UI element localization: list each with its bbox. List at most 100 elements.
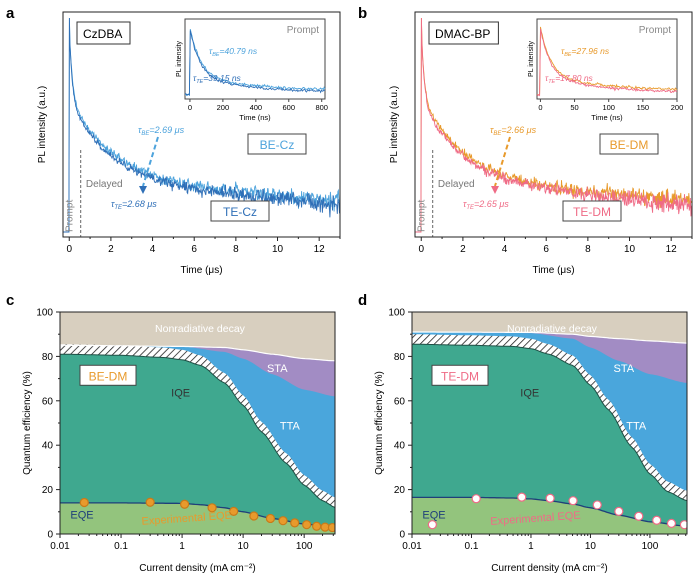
device-label: BE-DM: [89, 369, 128, 383]
y-axis-label: Quantum efficiency (%): [374, 371, 385, 475]
inset-prompt-label: Prompt: [287, 25, 319, 36]
y-tick-label: 100: [388, 308, 405, 319]
x-tick-label: 10: [585, 541, 597, 552]
title-box-text: CzDBA: [83, 27, 122, 41]
experimental-eqe-point: [634, 511, 644, 521]
device-label: TE-DM: [441, 369, 479, 383]
experimental-eqe-point: [180, 499, 190, 509]
label-iqe: IQE: [520, 387, 539, 399]
region-eqe: [60, 502, 335, 534]
x-tick-label: 12: [666, 244, 678, 255]
series-box-te-dm: [562, 200, 622, 222]
x-tick-label: 0: [66, 244, 72, 255]
inset-x-tick-label: 600: [283, 103, 296, 112]
x-tick-label: 6: [543, 244, 549, 255]
boundary-upper: [412, 331, 687, 344]
tau-label-be-cz: τBE=2.69 μs: [138, 125, 185, 137]
x-tick-label: 0.01: [50, 541, 70, 552]
inset-x-tick-label: 200: [671, 103, 684, 112]
tau-arrowhead: [139, 186, 147, 194]
tau-label-te-cz: τTE=2.68 μs: [111, 199, 157, 211]
x-axis-label: Current density (mA cm⁻²): [491, 563, 607, 574]
label-iqe: IQE: [171, 387, 190, 399]
tau-arrow: [494, 136, 511, 187]
x-tick-label: 8: [585, 244, 591, 255]
series-label-be-cz: BE-Cz: [260, 138, 295, 152]
panel-letter-c: c: [6, 292, 14, 309]
x-axis-label: Time (μs): [180, 265, 222, 276]
x-tick-label: 10: [238, 541, 250, 552]
panel-letter-b: b: [358, 5, 367, 22]
experimental-eqe-point: [265, 513, 276, 524]
y-tick-label: 60: [394, 396, 406, 407]
series-label-te-cz: TE-Cz: [223, 205, 257, 219]
panel-letter-a: a: [6, 5, 15, 22]
title-box-text: DMAC-BP: [435, 27, 490, 41]
x-tick-label: 4: [502, 244, 508, 255]
iqe-curve: [412, 343, 687, 502]
title-box: [76, 21, 131, 45]
label-nonradiative: Nonradiative decay: [507, 323, 598, 335]
experimental-eqe-point: [278, 516, 288, 526]
inset-x-tick-label: 100: [602, 103, 615, 112]
inset-prompt-label: Prompt: [639, 25, 671, 36]
y-tick-label: 80: [394, 352, 406, 363]
inset-x-tick-label: 150: [637, 103, 650, 112]
iqe-curve: [60, 353, 335, 508]
experimental-eqe-point: [79, 497, 89, 508]
x-tick-label: 0.1: [465, 541, 479, 552]
x-tick-label: 100: [296, 541, 313, 552]
label-eqe: EQE: [70, 509, 93, 521]
label-delayed: Delayed: [438, 179, 475, 190]
inset-y-label: PL intensity: [176, 41, 183, 77]
y-tick-label: 100: [36, 308, 53, 319]
boundary-upper: [60, 344, 335, 362]
y-tick-label: 0: [47, 530, 53, 541]
efficiency-panel-c: 0.01 0.1 1 10 100 0 20 40 60 80 100 Current density…: [22, 308, 336, 574]
label-eqe: EQE: [422, 509, 445, 521]
device-box: [79, 364, 137, 386]
eqe-curve: [60, 502, 335, 528]
inset-tau-be: τBE=27.96 ns: [561, 46, 610, 58]
label-prompt: Prompt: [416, 200, 427, 232]
inset-x-tick-label: 200: [217, 103, 230, 112]
x-tick-label: 1: [528, 541, 534, 552]
y-tick-label: 0: [399, 530, 405, 541]
efficiency-panel-d: 0.01 0.1 1 10 100 0 20 40 60 80 100 Current density…: [374, 308, 688, 574]
x-tick-label: 0: [418, 244, 424, 255]
y-tick-label: 60: [42, 396, 54, 407]
experimental-eqe-point: [614, 506, 624, 516]
series-box-be-dm: [599, 133, 659, 155]
y-axis-label: Quantum efficiency (%): [22, 371, 33, 475]
x-tick-label: 4: [150, 244, 156, 255]
label-tta: TTA: [280, 421, 301, 433]
experimental-eqe-point: [249, 511, 259, 521]
inset-x-label: Time (ns): [239, 113, 271, 122]
y-axis-label: PL intensity (a.u.): [37, 86, 48, 163]
experimental-eqe-point: [517, 492, 527, 502]
region-iqe: [60, 354, 335, 534]
y-tick-label: 40: [394, 441, 406, 452]
inset-y-label: PL intensity: [528, 41, 535, 77]
experimental-eqe-point: [302, 520, 312, 530]
region-eqe: [412, 497, 687, 534]
inset-trace-a: [536, 26, 678, 96]
label-nonradiative: Nonradiative decay: [155, 323, 246, 335]
experimental-eqe-point: [229, 506, 239, 516]
inset-tau-te: τTE=17.80 ns: [545, 73, 594, 85]
inset-x-label: Time (ns): [591, 113, 623, 122]
y-tick-label: 20: [394, 485, 406, 496]
decay-panel-b: Prompt Delayed 0 2 4 6 8 10 12 Time (μs) PL intens…: [389, 11, 693, 276]
x-tick-label: 10: [624, 244, 636, 255]
experimental-eqe-point: [545, 493, 555, 503]
x-tick-label: 2: [108, 244, 114, 255]
inset-x-tick-label: 0: [188, 103, 192, 112]
series-box-be-cz: [247, 133, 307, 155]
x-tick-label: 10: [272, 244, 284, 255]
decay-trace-be-cz: [63, 17, 341, 233]
series-label-be-dm: BE-DM: [610, 138, 649, 152]
experimental-eqe-point: [471, 494, 481, 504]
experimental-eqe-point: [592, 500, 602, 510]
plot-area: [60, 312, 335, 534]
